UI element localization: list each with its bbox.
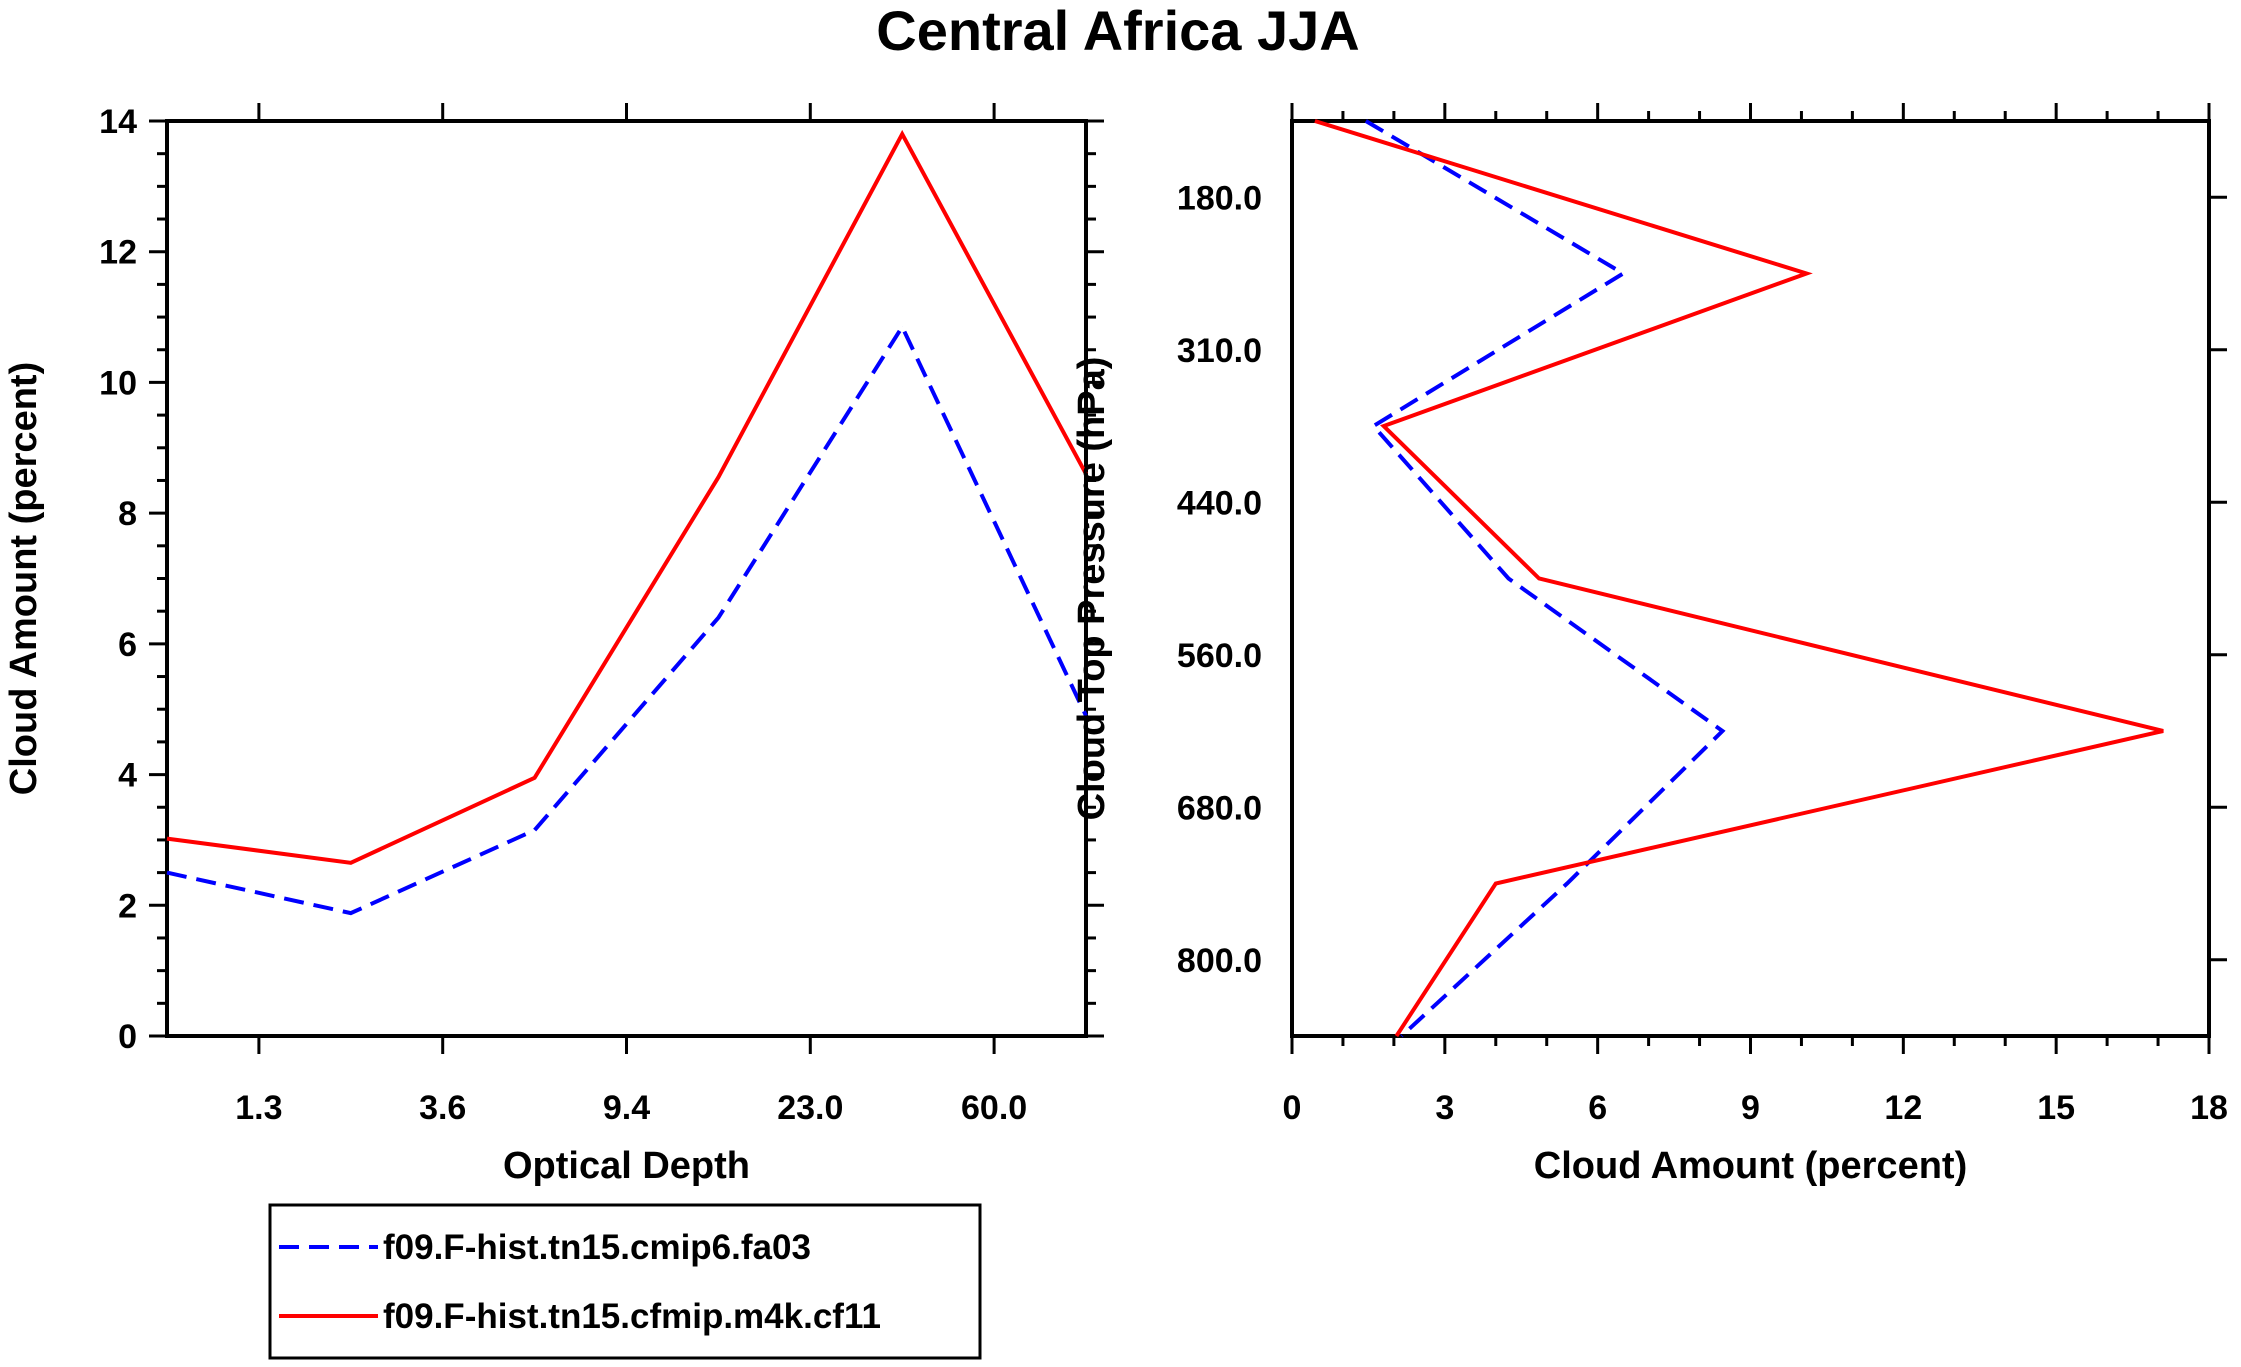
y-tick-label: 440.0 bbox=[1177, 484, 1262, 522]
x-tick-label: 9 bbox=[1741, 1089, 1760, 1127]
series-line-0 bbox=[166, 322, 1088, 916]
right-panel-pressure-profile: 0 3 6 9 12 15 18 180.0 310.0 440.0 560.0 680.0 800.0… bbox=[1071, 103, 2228, 1187]
y-tick-label: 0 bbox=[118, 1018, 137, 1056]
y-tick-label: 12 bbox=[99, 234, 137, 272]
chart-title: Central Africa JJA bbox=[876, 0, 1359, 62]
legend-label-0: f09.F-hist.tn15.cmip6.fa03 bbox=[383, 1228, 811, 1267]
plot-frame bbox=[1290, 119, 2211, 1038]
x-tick-label: 15 bbox=[2037, 1089, 2075, 1127]
x-axis-label: Optical Depth bbox=[503, 1145, 750, 1187]
y-tick-label: 800.0 bbox=[1177, 942, 1262, 980]
x-tick-label: 60.0 bbox=[961, 1089, 1027, 1127]
x-tick-label: 9.4 bbox=[603, 1089, 650, 1127]
series-line-1 bbox=[166, 129, 1088, 865]
x-axis-label: Cloud Amount (percent) bbox=[1534, 1145, 1967, 1187]
y-tick-label: 8 bbox=[118, 495, 137, 533]
x-tick-label: 18 bbox=[2190, 1089, 2228, 1127]
x-tick-label: 3.6 bbox=[419, 1089, 466, 1127]
plot-frame bbox=[165, 119, 1088, 1038]
legend-box bbox=[268, 1203, 982, 1360]
x-tick-label: 23.0 bbox=[777, 1089, 843, 1127]
left-panel-optical-depth: 0 2 4 6 8 10 12 14 1.3 3.6 9.4 23.0 60.0 Optical Dept… bbox=[3, 103, 1104, 1187]
y-tick-label: 680.0 bbox=[1177, 789, 1262, 827]
y-tick-label: 560.0 bbox=[1177, 637, 1262, 675]
y-tick-label: 4 bbox=[118, 757, 137, 795]
y-tick-label: 10 bbox=[99, 364, 137, 402]
x-tick-label: 12 bbox=[1884, 1089, 1922, 1127]
series-line-1 bbox=[1314, 119, 2164, 1038]
y-tick-label: 2 bbox=[118, 887, 137, 925]
y-axis-label: Cloud Top Pressure (hPa) bbox=[1071, 357, 1113, 821]
x-tick-label: 3 bbox=[1435, 1089, 1454, 1127]
y-tick-label: 310.0 bbox=[1177, 332, 1262, 370]
y-tick-label: 14 bbox=[99, 103, 137, 141]
y-axis-label: Cloud Amount (percent) bbox=[3, 362, 45, 795]
x-tick-label: 0 bbox=[1283, 1089, 1302, 1127]
x-tick-label: 1.3 bbox=[235, 1089, 282, 1127]
y-tick-label: 6 bbox=[118, 626, 137, 664]
y-tick-label: 180.0 bbox=[1177, 179, 1262, 217]
x-tick-label: 6 bbox=[1588, 1089, 1607, 1127]
legend-label-1: f09.F-hist.tn15.cfmip.m4k.cf11 bbox=[383, 1297, 881, 1336]
legend: f09.F-hist.tn15.cmip6.fa03 f09.F-hist.tn… bbox=[268, 1203, 982, 1360]
